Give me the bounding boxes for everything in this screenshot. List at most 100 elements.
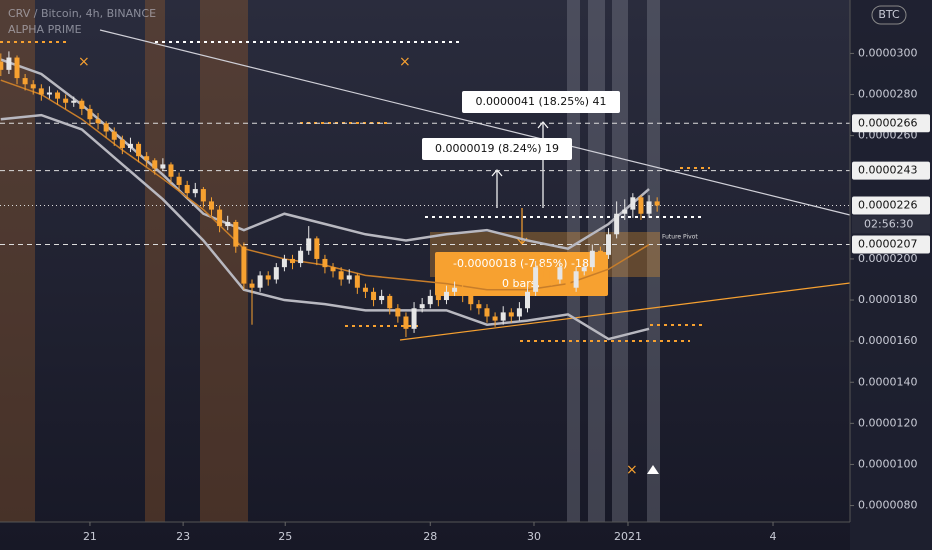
level-label: 0.0000266 [858,116,918,129]
x-tick-label: 25 [278,530,292,543]
candle-body [427,295,433,305]
candle-body [87,108,93,120]
candle-body [557,267,563,280]
countdown-badge [852,215,930,234]
candle-body [533,267,539,292]
marker [647,465,659,474]
countdown: 02:56:30 [864,218,913,231]
candle-body [468,295,474,305]
candle-body [508,312,514,317]
x-tick-label: 30 [527,530,541,543]
candle-body [241,246,247,284]
candle-body [443,291,449,301]
candle-body [573,271,579,288]
candle-body [225,221,231,227]
candle-body [208,201,214,210]
candle-body [281,258,287,268]
candle-body [217,209,223,227]
price-axis [850,0,932,550]
candle-body [71,100,77,103]
level-badge [852,114,930,133]
candle-body [6,57,12,70]
candle-body [290,258,296,264]
candle-body [654,201,660,206]
marker: × [78,54,90,70]
candle-body [322,258,328,268]
y-tick-label: 0.0000120 [858,416,918,429]
candle-body [435,295,441,301]
plot [0,51,850,341]
candle-body [500,312,506,321]
candle-body [492,316,498,321]
candle-body [95,119,101,124]
candle-body [136,143,142,157]
level-badge [852,235,930,254]
y-tick-label: 0.0000200 [858,252,918,265]
candle-body [257,275,263,288]
marker: × [399,54,411,70]
pivot-label: Future Pivot [662,234,698,241]
candle-body [46,92,52,95]
x-tick-label: 21 [83,530,97,543]
candle-body [362,287,368,292]
candle-body [379,295,385,301]
candle-body [541,267,547,272]
currency-label[interactable]: BTC [878,8,900,21]
candle-body [646,201,652,214]
candle-body [79,100,85,109]
y-tick-label: 0.0000100 [858,457,918,470]
y-tick-label: 0.0000300 [858,46,918,59]
level-label: 0.0000243 [858,164,918,177]
measure-label: 0 bars, [502,277,540,290]
measure-label: -0.0000018 (-7.85%) -18 [453,257,589,270]
x-tick-label: 4 [770,530,777,543]
candle-body [330,267,336,272]
candle-body [476,304,482,309]
candle-body [338,271,344,280]
candle-body [184,184,190,194]
indicator-line [0,58,650,250]
candle-body [314,238,320,259]
marker: × [626,462,638,478]
level-label: 0.0000207 [858,238,918,251]
candle-body [14,57,20,79]
y-tick-label: 0.0000160 [858,334,918,347]
candle-body [103,123,109,132]
candle-body [346,275,352,280]
candle-body [565,267,571,288]
candle-body [581,267,587,272]
candle-body [22,78,28,85]
trend-line [399,282,851,341]
candle-body [233,221,239,247]
candle-body [411,308,417,329]
candle-body [168,164,174,177]
candle-body [516,308,522,317]
candle-body [419,304,425,309]
candle-body [176,176,182,185]
candle-body [630,197,636,210]
level-badge [852,161,930,180]
currency-badge[interactable] [871,5,907,25]
candle-body [111,131,117,140]
candle-body [638,197,644,214]
x-tick-label: 2021 [614,530,642,543]
level-label: 0.0000226 [858,199,918,212]
candle-body [55,92,61,99]
candle-body [371,291,377,301]
chart-subtitle: ALPHA PRIME [8,23,82,36]
candle-body [298,250,304,264]
candle-body [597,250,603,255]
trend-line [99,29,851,216]
candle-body [306,238,312,251]
candle-body [395,308,401,317]
x-tick-label: 28 [423,530,437,543]
candle-body [38,88,44,95]
indicator-line [0,113,650,341]
candle-body [0,61,4,70]
candle-body [387,295,393,309]
candle-body [265,275,271,280]
candle-body [273,267,279,280]
candle-body [30,84,36,89]
candle-body [119,139,125,148]
chart-title: CRV / Bitcoin, 4h, BINANCE [8,7,156,20]
